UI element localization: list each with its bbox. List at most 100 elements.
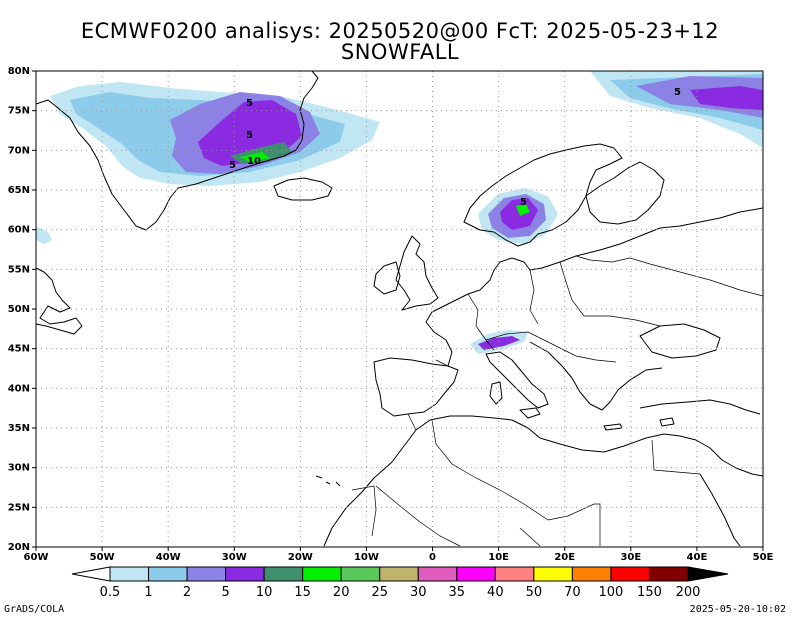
colorbar-label: 5 [221, 585, 229, 600]
border-sahara [375, 485, 541, 547]
credit-text: GrADS/COLA [4, 604, 65, 615]
snowfall-fields [36, 71, 763, 354]
snow-field-5-scandinavia [500, 198, 538, 230]
coastlines [36, 71, 763, 547]
latitude-label: 30N [8, 463, 30, 474]
colorbar-label: 25 [371, 585, 388, 600]
border-france-germany [467, 293, 495, 351]
latitude-label: 35N [8, 423, 30, 434]
colorbar-label: 40 [487, 585, 504, 600]
longitude-label: 50W [90, 552, 115, 563]
contour-label: 10 [247, 156, 261, 167]
colorbar-swatch [109, 566, 150, 582]
graticule [36, 71, 763, 547]
coastline-greenland [36, 71, 319, 231]
colorbar-swatch [533, 566, 573, 582]
coastline-crete [603, 423, 623, 431]
border-balkans [543, 339, 617, 363]
border-germany-poland [529, 269, 539, 325]
map-title: ECMWF0200 analisys: 20250520@00 FcT: 202… [80, 19, 720, 43]
longitude-label: 40E [687, 552, 708, 563]
coastline-great-britain [395, 235, 439, 311]
latitude-label: 45N [8, 344, 30, 355]
colorbar-low-arrow [71, 566, 111, 582]
coastline-sardinia [489, 381, 503, 405]
colorbar-swatch [494, 566, 535, 582]
border-baltic [575, 255, 631, 263]
latitude-label: 60N [8, 225, 30, 236]
coastline-finland [585, 161, 665, 225]
longitude-label: 10W [354, 552, 379, 563]
contour-label: 5 [246, 98, 253, 109]
coastline-balkans [529, 341, 663, 411]
longitude-label: 0 [429, 552, 436, 563]
colorbar-swatch [340, 566, 381, 582]
coastline-anatolia [639, 399, 761, 415]
border-ukraine [584, 315, 661, 327]
latitude-label: 70N [8, 145, 30, 156]
border-alps [485, 331, 545, 341]
latitude-label: 50N [8, 304, 30, 315]
border-north-africa [351, 419, 701, 546]
colorbar-high-arrow [687, 566, 729, 582]
latitude-label: 20N [8, 542, 30, 553]
snow-field-5-barents [690, 86, 763, 110]
longitude-label: 20W [288, 552, 313, 563]
colorbar-label: 100 [599, 585, 624, 600]
latitude-label: 40N [8, 383, 30, 394]
latitude-label: 75N [8, 106, 30, 117]
longitude-label: 40W [156, 552, 181, 563]
latitude-label: 65N [8, 185, 30, 196]
border-spain-france [407, 359, 449, 431]
longitude-label: 10E [488, 552, 509, 563]
snow-field-15-greenland [240, 152, 270, 162]
colorbar-label: 1 [144, 585, 152, 600]
map-subtitle: SNOWFALL [340, 40, 460, 64]
colorbar-label: 20 [333, 585, 350, 600]
colorbar-label: 10 [256, 585, 273, 600]
timestamp-text: 2025-05-20-10:02 [689, 604, 786, 615]
colorbar-label: 50 [526, 585, 543, 600]
coastline-red-sea [699, 473, 741, 547]
snow-field-0.5-labrador [36, 226, 52, 244]
colorbar-swatch [148, 566, 188, 582]
longitude-label: 60W [24, 552, 49, 563]
contour-label: 5 [520, 197, 527, 208]
colorbar-label: 200 [676, 585, 701, 600]
colorbar-swatch [456, 566, 496, 582]
colorbar-label: 30 [410, 585, 427, 600]
colorbar-swatch [417, 566, 458, 582]
border-poland-east [559, 261, 585, 317]
coastline-italy [485, 351, 549, 409]
colorbar-swatch [379, 566, 419, 582]
contour-label: 5 [229, 160, 236, 171]
longitude-label: 30W [222, 552, 247, 563]
colorbar-swatch [225, 566, 265, 582]
colorbar: 0.5 1 2 5 10 15 20 25 30 35 40 50 70 100 150 200 [71, 566, 729, 600]
latitude-label: 25N [8, 502, 30, 513]
colorbar-label: 35 [449, 585, 466, 600]
contour-labels: 5 5 5 10 5 5 [229, 87, 681, 208]
coastline-cyprus [659, 417, 675, 427]
coastline-continental-europe [425, 207, 763, 367]
colorbar-swatch [648, 566, 689, 582]
longitude-label: 30E [620, 552, 641, 563]
coastline-iberia [373, 357, 459, 417]
colorbar-label: 150 [637, 585, 662, 600]
colorbar-swatch [571, 566, 612, 582]
coastline-ireland [373, 261, 401, 295]
borders [351, 255, 763, 547]
contour-label: 5 [246, 130, 253, 141]
coastline-sicily [519, 407, 541, 419]
colorbar-label: 15 [294, 585, 311, 600]
longitude-label: 50E [753, 552, 774, 563]
contour-label: 5 [674, 87, 681, 98]
colorbar-label: 70 [564, 585, 581, 600]
coastline-canaries [315, 475, 341, 487]
coastline-black-sea [639, 323, 721, 359]
colorbar-label: 2 [183, 585, 191, 600]
coastline-labrador [36, 267, 83, 335]
border-russia [629, 257, 763, 297]
snow-field-15-scandinavia [516, 204, 530, 216]
colorbar-swatch [186, 566, 227, 582]
